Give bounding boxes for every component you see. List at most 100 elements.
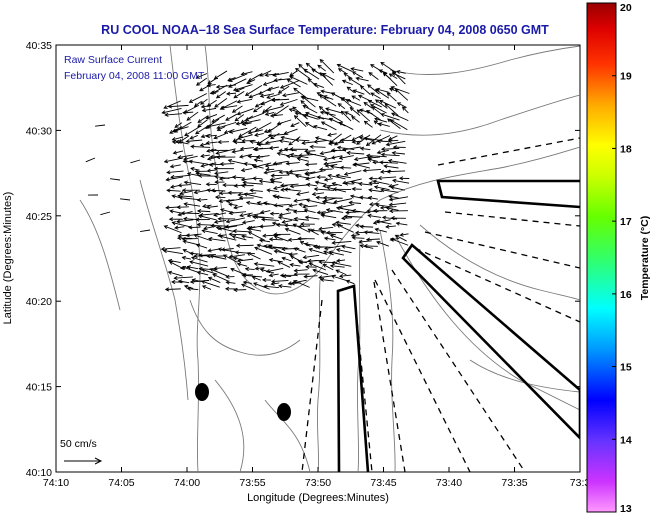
y-tick-label: 40:25 [26, 211, 52, 223]
current-vector [176, 140, 189, 145]
current-vector-head [289, 152, 294, 157]
current-vector [253, 177, 263, 180]
current-vector [313, 269, 329, 275]
current-vector [201, 280, 220, 288]
current-vector-head [197, 214, 203, 219]
current-vector [305, 176, 316, 180]
current-vector-head [289, 72, 294, 77]
current-vector [351, 116, 360, 123]
current-vector-head [313, 187, 318, 192]
current-vector [381, 113, 400, 121]
current-vector-head [369, 104, 375, 108]
current-vector [265, 112, 275, 116]
y-tick-label: 40:10 [26, 467, 52, 479]
current-vector-head [266, 188, 271, 193]
current-vector-head [351, 208, 356, 213]
current-vector [281, 136, 298, 141]
current-vector-head [325, 111, 330, 116]
current-vector-head [286, 78, 291, 83]
current-vector-head [341, 216, 346, 221]
current-vector-head [362, 168, 367, 173]
current-vector-head [281, 246, 286, 252]
colorbar-tick-label: 13 [620, 503, 632, 515]
current-vector-head [288, 203, 293, 208]
current-vector-head [313, 139, 318, 144]
current-vector [172, 126, 189, 132]
current-vector-head [196, 208, 202, 214]
current-vector [330, 234, 343, 240]
overlay-line-2: February 04, 2008 11:00 GMT [64, 70, 205, 82]
current-vector-head [319, 277, 325, 282]
current-vector-head [230, 267, 235, 272]
current-vector [390, 119, 408, 131]
current-vector-head [288, 252, 293, 257]
current-vector-head [348, 200, 353, 205]
current-vector-head [236, 99, 241, 104]
current-vector [216, 91, 226, 99]
current-vector-head [377, 122, 383, 127]
current-vector-head [293, 272, 298, 277]
current-vector [265, 139, 282, 144]
current-vector [234, 141, 245, 144]
current-vector-head [343, 72, 348, 77]
current-vector-head [345, 98, 350, 103]
current-vector-head [177, 212, 182, 217]
current-vector-head [251, 276, 257, 280]
current-vector-head [290, 123, 295, 128]
current-vector [233, 90, 245, 99]
current-vector [226, 281, 236, 284]
current-vector [366, 110, 381, 121]
current-vector [247, 228, 262, 232]
current-vector [372, 135, 391, 145]
current-vector-head [273, 203, 278, 208]
current-vector-head [272, 72, 277, 77]
current-vector-head [368, 188, 373, 193]
current-vector [336, 259, 346, 262]
current-vector [315, 181, 327, 185]
current-vector-head [259, 224, 264, 229]
current-vector [179, 197, 200, 201]
current-vector [256, 155, 270, 158]
current-vector [243, 281, 252, 284]
current-vector [186, 139, 203, 142]
current-vector-head [367, 195, 373, 201]
current-vector [340, 97, 353, 108]
current-vector [270, 132, 280, 139]
current-vector [389, 73, 398, 80]
current-vector-head [372, 160, 377, 165]
current-vector-head [181, 265, 187, 270]
current-vector [214, 98, 228, 108]
current-vector-head [363, 136, 368, 141]
current-vector-head [326, 186, 331, 191]
current-vector-head [200, 280, 206, 285]
current-vector-head [304, 215, 310, 220]
current-vector [323, 95, 334, 100]
current-vector-head [294, 137, 300, 143]
current-vector-head [268, 258, 274, 263]
current-vector [196, 73, 208, 79]
current-vector-head [195, 243, 201, 248]
current-vector [184, 125, 201, 137]
current-vector-head [214, 180, 219, 185]
current-vector-head [303, 68, 308, 73]
current-vector-head [198, 266, 203, 271]
current-vector [255, 122, 272, 132]
current-vector-head [278, 169, 283, 175]
current-vector-head [307, 228, 312, 233]
current-vector [378, 176, 397, 179]
current-vector [210, 268, 228, 277]
current-vector-head [232, 256, 238, 261]
current-vector-head [206, 148, 211, 153]
current-vector [363, 168, 381, 172]
current-vector-head [213, 166, 218, 171]
current-vector-head [165, 177, 170, 182]
current-vector-head [270, 135, 275, 140]
current-vector-head [359, 244, 364, 249]
current-vector-head [171, 279, 176, 285]
current-vector [190, 252, 201, 255]
current-vector [197, 271, 209, 276]
current-vector-head [372, 220, 378, 225]
current-vector-head [300, 222, 305, 227]
current-vector-head [307, 78, 312, 83]
